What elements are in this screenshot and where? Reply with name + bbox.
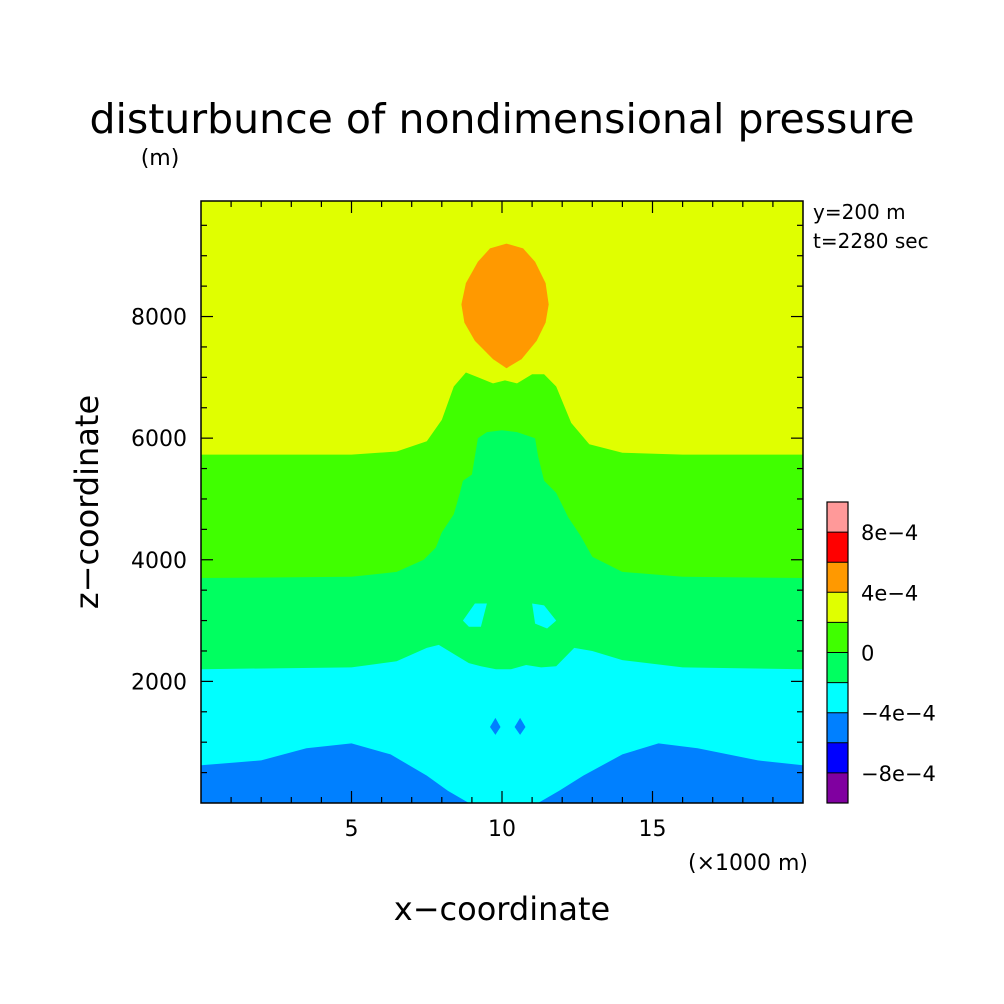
axes: 5 10 15 2000 4000 6000 8000 — [131, 200, 804, 842]
contour-region-small-cyan-left — [462, 603, 487, 627]
colorbar-label: −8e−4 — [861, 762, 936, 786]
y-tick-label: 8000 — [131, 306, 187, 331]
contour-region-small-blue-right — [514, 717, 526, 735]
unit-label: (m) — [141, 146, 180, 171]
contour-region-small-cyan-right — [532, 603, 557, 629]
x-axis-label: x−coordinate — [394, 890, 610, 928]
colorbar-segment — [827, 502, 848, 533]
colorbar-segment — [827, 652, 848, 683]
colorbar-label: 8e−4 — [861, 521, 918, 545]
colorbar-segment — [827, 562, 848, 593]
x-unit-label: (×1000 m) — [688, 851, 808, 876]
colorbar-segment — [827, 532, 848, 563]
y-axis-label: z−coordinate — [68, 395, 106, 609]
contour-region-bottom-band — [201, 743, 803, 803]
y-tick-label: 2000 — [131, 670, 187, 695]
contour-region-small-blue-left — [490, 717, 501, 735]
colorbar-label: −4e−4 — [861, 702, 936, 726]
colorbar-label: 4e−4 — [861, 581, 918, 605]
plot-area — [201, 201, 803, 803]
colorbar-segment — [827, 772, 848, 803]
contour-region-upper-blob — [461, 243, 549, 369]
colorbar-segment — [827, 682, 848, 713]
y-tick-label: 4000 — [131, 549, 187, 574]
colorbar: −8e−4 −4e−4 0 4e−4 8e−4 — [826, 501, 936, 804]
annotation-t: t=2280 sec — [813, 229, 929, 253]
x-tick-label: 5 — [345, 817, 359, 842]
colorbar-label: 0 — [861, 642, 874, 666]
colorbar-segment — [827, 592, 848, 623]
x-tick-label: 10 — [488, 817, 516, 842]
colorbar-segment — [827, 712, 848, 743]
x-tick-label: 15 — [639, 817, 667, 842]
y-tick-label: 6000 — [131, 427, 187, 452]
annotation-y: y=200 m — [813, 200, 906, 224]
colorbar-segment — [827, 742, 848, 773]
chart-title: disturbunce of nondimensional pressure — [89, 95, 914, 143]
colorbar-segment — [827, 622, 848, 653]
